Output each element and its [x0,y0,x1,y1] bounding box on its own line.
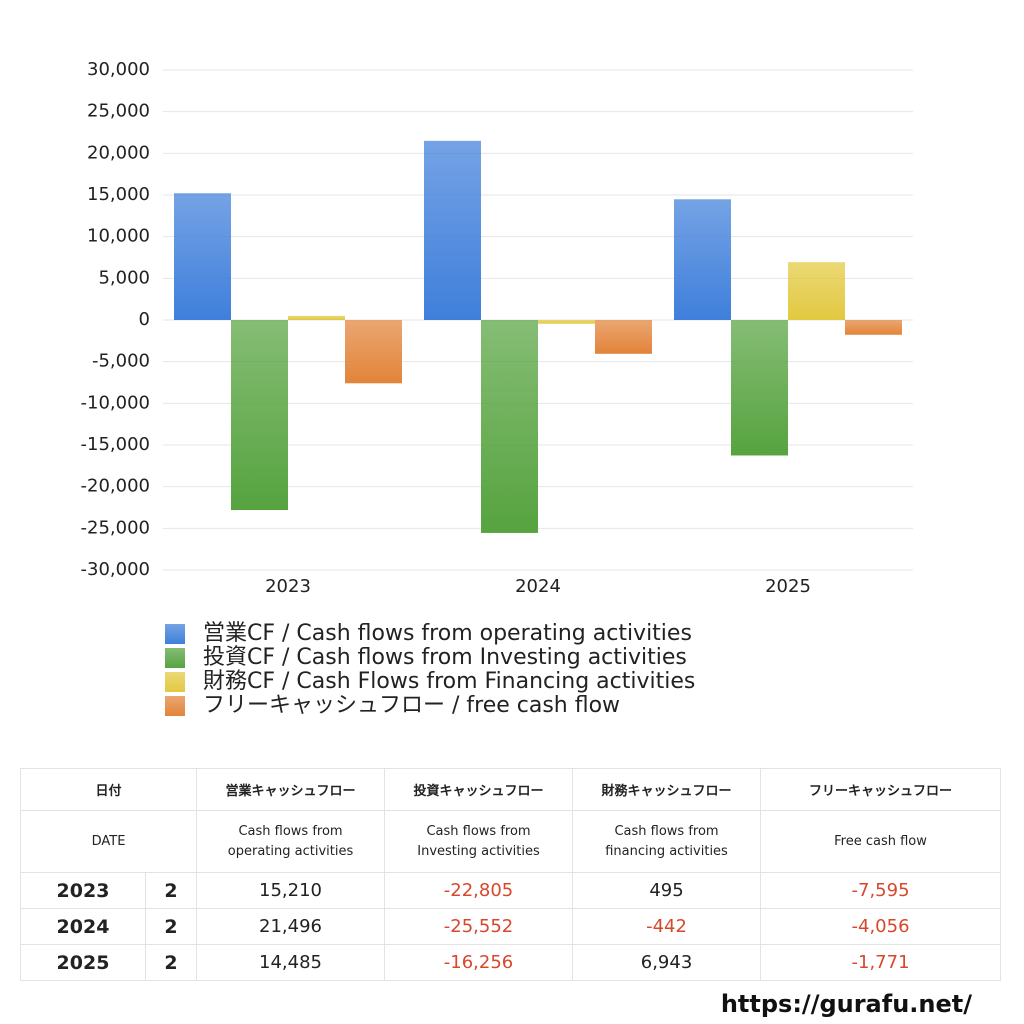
bar [595,320,652,354]
bar [481,320,538,533]
x-tick-label: 2025 [765,576,811,597]
y-tick-label: 20,000 [87,142,150,163]
table-row: 2023 2 15,210 -22,805 495 -7,595 [20,872,1002,909]
table-cell: -22,805 [384,872,574,909]
header-cell: 投資キャッシュフロー [384,768,574,811]
bar [538,320,595,324]
table-cell: -442 [572,908,762,945]
table-cell: 21,496 [196,908,386,945]
table-row: 日付 営業キャッシュフロー 投資キャッシュフロー 財務キャッシュフロー フリーキャッシュ… [19,768,1002,811]
x-tick-label: 2024 [515,576,561,597]
table-row: DATE Cash flows from operating activities… [19,810,1002,873]
table-cell: 2024 [20,908,146,945]
y-tick-label: -10,000 [81,392,150,413]
header-cell: Cash flows from financing activities [572,810,762,873]
bar [231,320,288,511]
table-cell: -16,256 [384,944,574,981]
table-cell: 2 [144,944,198,981]
table-cell: 2 [144,872,198,909]
bar [845,320,902,335]
table-cell: 6,943 [572,944,762,981]
bar [674,199,731,320]
legend-label: 営業CF / Cash flows from operating activit… [203,621,692,646]
table-cell: -25,552 [384,908,574,945]
y-tick-label: -25,000 [81,517,150,538]
table-cell: 2025 [20,944,146,981]
legend-swatch [165,696,185,716]
table-cell: 15,210 [196,872,386,909]
data-table: 日付 営業キャッシュフロー 投資キャッシュフロー 財務キャッシュフロー フリーキャッシュ… [19,768,1002,981]
legend-swatch [165,648,185,668]
header-cell: Cash flows from operating activities [196,810,386,873]
header-cell: 財務キャッシュフロー [572,768,762,811]
header-cell: フリーキャッシュフロー [760,768,1002,811]
y-tick-label: -15,000 [81,434,150,455]
legend-label: 財務CF / Cash Flows from Financing activit… [203,669,695,694]
table-cell: -1,771 [760,944,1002,981]
table-cell: 2023 [20,872,146,909]
legend-label: フリーキャッシュフロー / free cash flow [203,693,620,718]
bar [788,262,845,320]
y-tick-label: -20,000 [81,476,150,497]
table-cell: 14,485 [196,944,386,981]
y-tick-label: 15,000 [87,184,150,205]
chart: -30,000 -25,000 -20,000 -15,000 -10,000 -5,00… [81,59,913,718]
footer-url: https://gurafu.net/ [720,990,972,1018]
bar [731,320,788,456]
legend-swatch [165,624,185,644]
bar [174,193,231,320]
table-cell: -7,595 [760,872,1002,909]
bar [288,315,345,320]
y-tick-label: 25,000 [87,101,150,122]
table-cell: -4,056 [760,908,1002,945]
bar [424,140,481,320]
header-cell: Cash flows from Investing activities [384,810,574,873]
table-row: 2024 2 21,496 -25,552 -442 -4,056 [20,908,1002,945]
legend-swatch [165,672,185,692]
header-cell: Free cash flow [760,810,1002,873]
table-row: 2025 2 14,485 -16,256 6,943 -1,771 [20,944,1002,981]
legend-label: 投資CF / Cash flows from Investing activit… [203,645,687,670]
y-tick-label: 0 [139,309,150,330]
y-tick-label: 10,000 [87,226,150,247]
header-cell: 営業キャッシュフロー [196,768,386,811]
y-tick-label: -30,000 [81,559,150,580]
y-tick-label: -5,000 [92,351,150,372]
table-cell: 495 [572,872,762,909]
table-cell: 2 [144,908,198,945]
bar [345,320,402,384]
y-tick-label: 5,000 [98,267,150,288]
x-tick-label: 2023 [265,576,311,597]
header-cell: 日付 [19,768,198,811]
header-cell: DATE [19,810,198,873]
y-tick-label: 30,000 [87,59,150,80]
